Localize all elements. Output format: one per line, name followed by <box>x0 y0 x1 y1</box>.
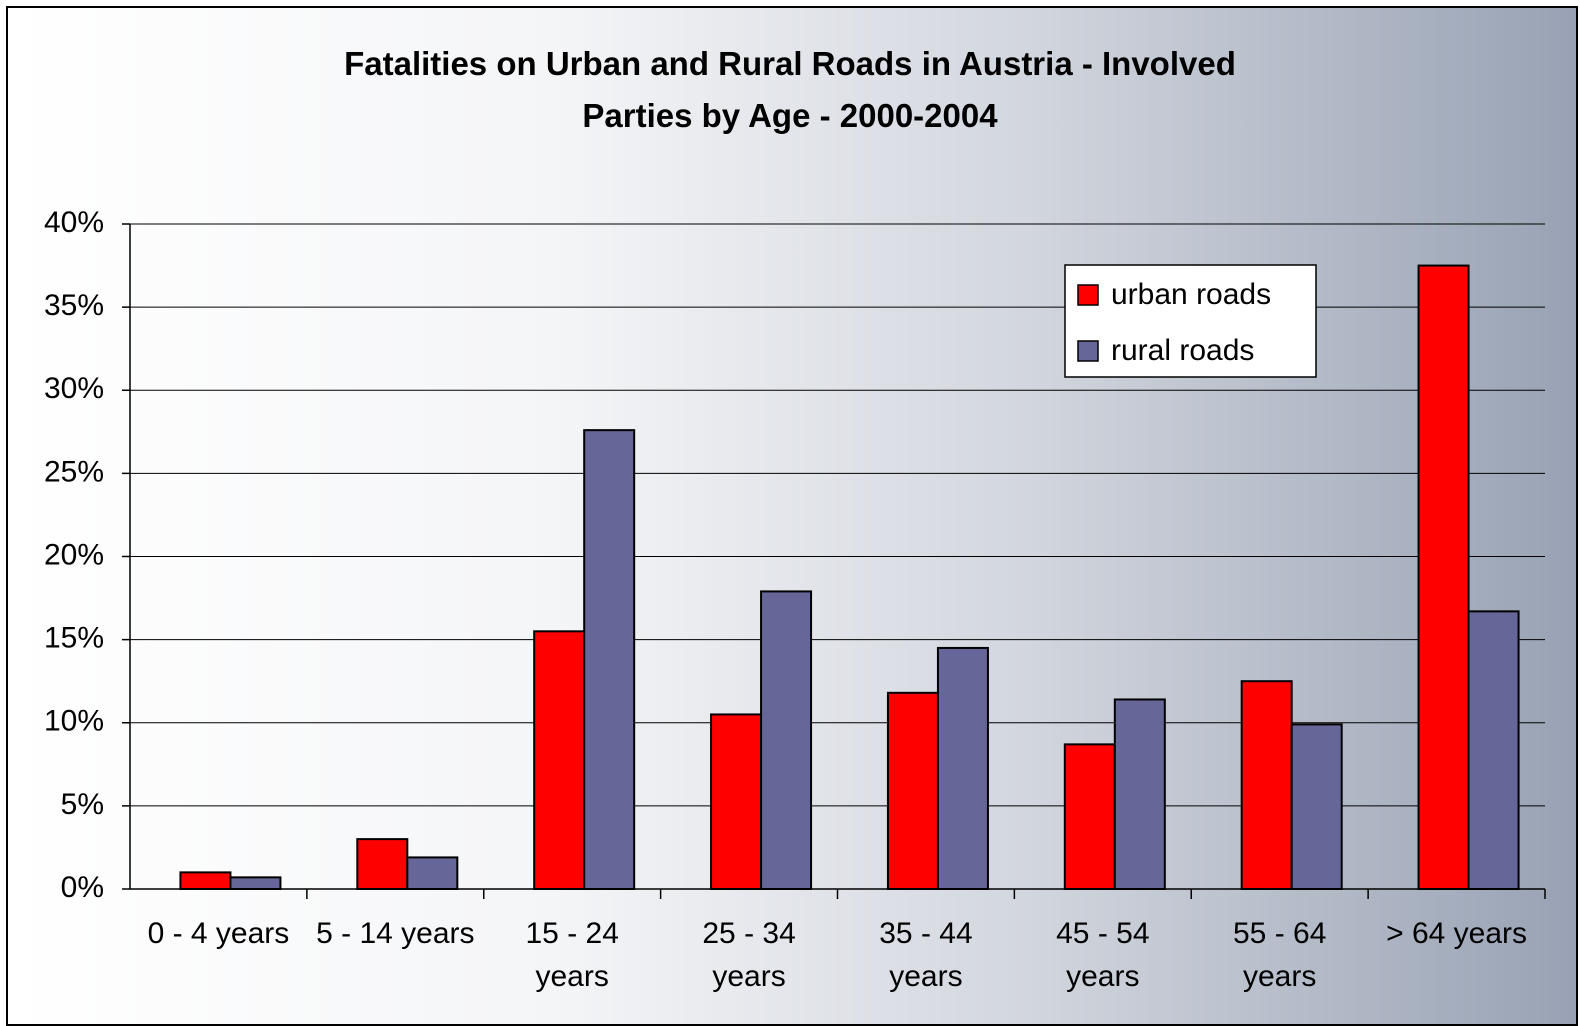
bar <box>1113 698 1166 890</box>
bar <box>1467 610 1520 890</box>
legend-label: urban roads <box>1111 278 1271 311</box>
y-tick-label: 10% <box>44 705 104 738</box>
y-tick-label: 25% <box>44 455 104 488</box>
x-tick-label: 25 - 34 years <box>702 917 796 993</box>
x-tick-label: > 64 years <box>1386 917 1528 950</box>
bar <box>1240 680 1293 890</box>
bar <box>1063 743 1116 890</box>
bar <box>936 646 989 890</box>
bar <box>760 590 813 890</box>
y-tick-label: 30% <box>44 372 104 405</box>
x-tick-label: 35 - 44 years <box>879 917 973 993</box>
legend-label: rural roads <box>1111 334 1254 367</box>
x-tick-label: 5 - 14 years <box>316 917 475 950</box>
bar <box>179 871 232 890</box>
y-tick-label: 5% <box>61 788 104 821</box>
x-tick-label: 55 - 64 years <box>1232 917 1327 993</box>
bar <box>406 856 459 890</box>
legend-swatch <box>1077 340 1099 362</box>
y-tick-label: 40% <box>44 206 104 239</box>
bar <box>886 691 939 891</box>
bar <box>583 429 636 890</box>
legend-swatch <box>1077 284 1099 306</box>
y-tick-label: 35% <box>44 289 104 322</box>
legend-box <box>1064 264 1317 378</box>
bar <box>533 630 586 890</box>
bar <box>356 838 409 890</box>
x-tick-label: 15 - 24 years <box>525 917 619 993</box>
bar <box>1290 723 1343 890</box>
x-tick-label: 0 - 4 years <box>147 917 290 950</box>
bar <box>710 713 763 890</box>
y-tick-label: 15% <box>44 622 104 655</box>
y-tick-label: 0% <box>61 871 104 904</box>
bar <box>229 876 282 890</box>
y-tick-label: 20% <box>44 538 104 571</box>
chart-title: Fatalities on Urban and Rural Roads in A… <box>344 45 1236 134</box>
x-tick-label: 45 - 54 years <box>1056 917 1150 993</box>
bar <box>1417 264 1470 890</box>
